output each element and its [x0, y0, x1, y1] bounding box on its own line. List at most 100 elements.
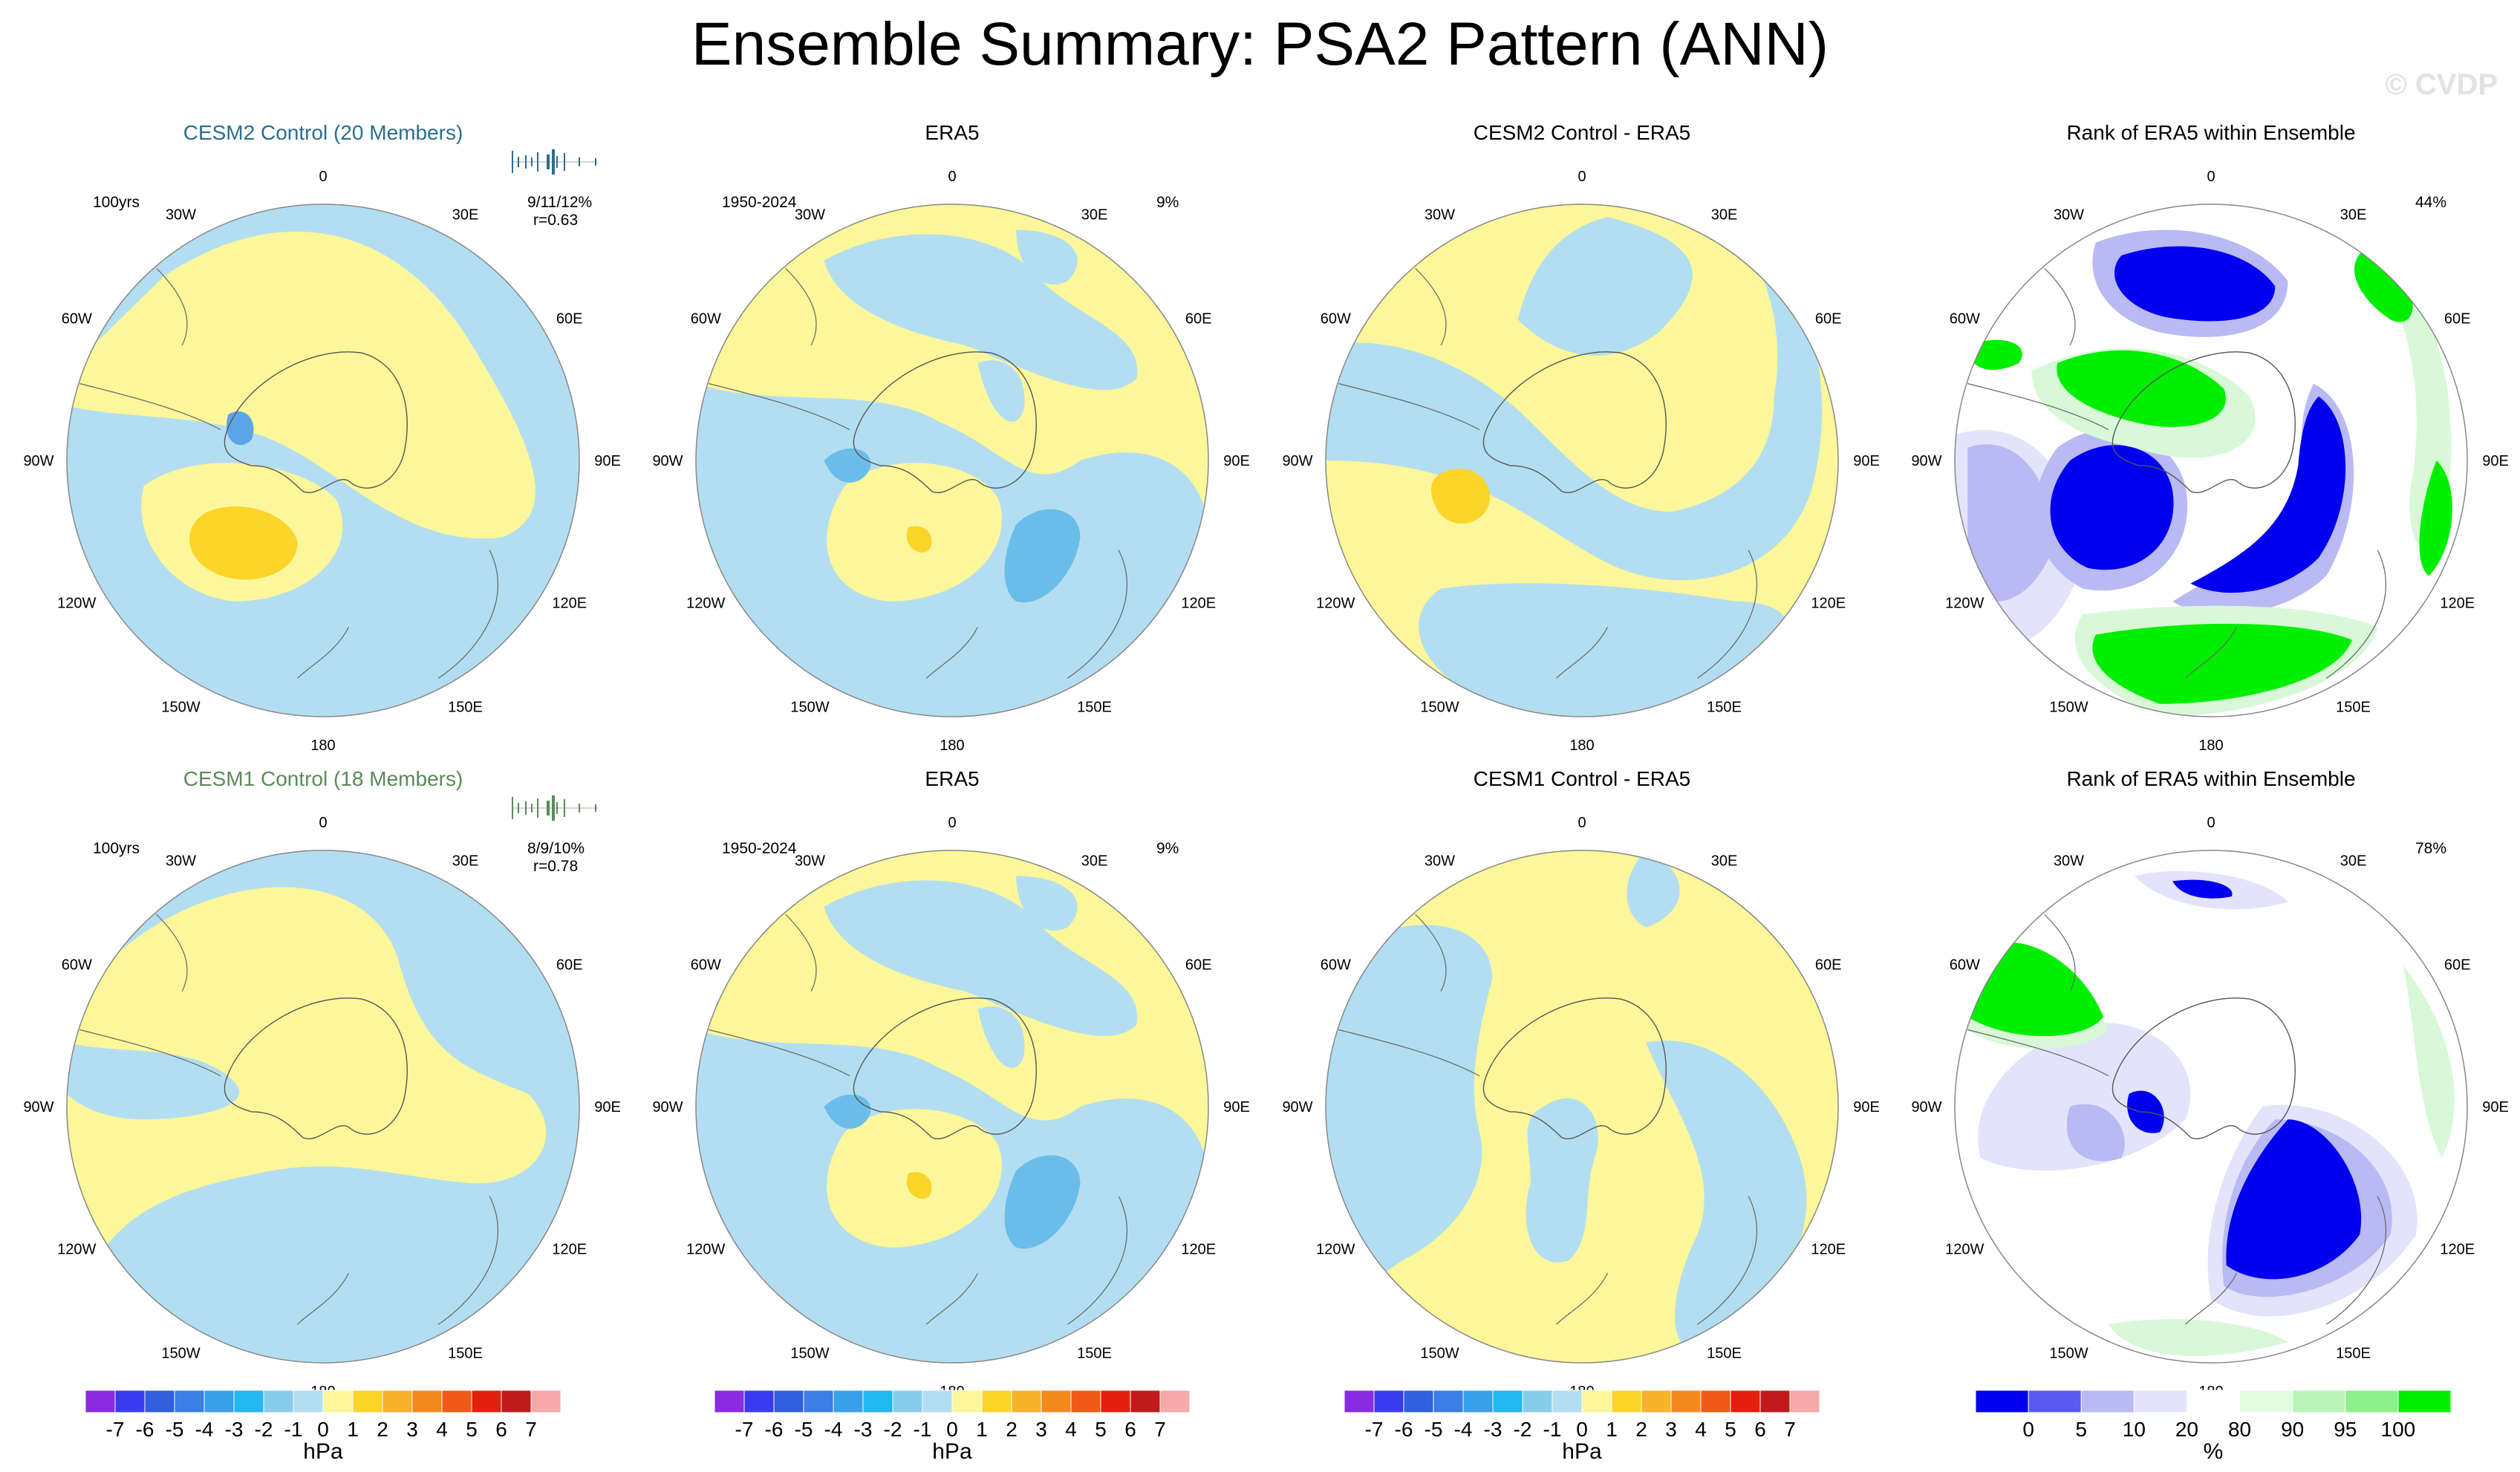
lon-label: 60W [62, 957, 92, 974]
colorbar-swatch [2397, 1390, 2452, 1413]
lon-label: 30W [2054, 853, 2084, 869]
lon-label: 60W [1321, 311, 1351, 328]
colorbar-tick: 1 [976, 1418, 988, 1441]
lon-label: 90E [1853, 453, 1880, 469]
colorbar-tick: -4 [1454, 1418, 1473, 1441]
lon-label: 0 [1578, 815, 1586, 831]
colorbar-tick: -2 [255, 1418, 273, 1441]
colorbar-tick: -5 [1425, 1418, 1443, 1441]
colorbar-tick: 95 [2334, 1418, 2357, 1441]
colorbar-tick: -6 [1395, 1418, 1413, 1441]
colorbar-tick: -7 [106, 1418, 125, 1441]
contour-region [824, 448, 871, 483]
panel-pct: 9/11/12% [527, 194, 592, 211]
colorbar-swatch [322, 1390, 354, 1413]
colorbar-tick: 0 [317, 1418, 329, 1441]
colorbar-swatch [1730, 1390, 1761, 1413]
colorbar-swatch [352, 1390, 383, 1413]
rank-region [2057, 350, 2226, 427]
colorbar-swatch [1403, 1390, 1434, 1413]
lon-label: 90E [1223, 1099, 1250, 1116]
colorbar-tick: 7 [1784, 1418, 1796, 1441]
lon-label: 30W [795, 853, 825, 869]
colorbar-unit: hPa [1562, 1439, 1602, 1464]
colorbar-tick: 4 [436, 1418, 448, 1441]
colorbar-tick: 0 [946, 1418, 958, 1441]
lon-label: 150E [448, 1346, 483, 1362]
contour-region [824, 880, 1138, 1036]
lon-label: 90W [652, 453, 683, 469]
watermark: © CVDP [2385, 68, 2498, 101]
lon-label: 120E [1181, 1242, 1216, 1258]
colorbar-swatch [441, 1390, 472, 1413]
contour-region [1326, 217, 1823, 581]
lon-label: 150W [790, 700, 829, 716]
lon-label: 60E [2444, 311, 2471, 328]
lon-label: 150W [790, 1346, 829, 1362]
panel-r2c1: 030E60E90E120E150E180150W120W90W60W30WCE… [23, 767, 620, 1400]
lon-label: 180 [940, 737, 964, 754]
colorbar-swatch [2186, 1390, 2241, 1413]
lon-label: 60E [2444, 957, 2471, 974]
map-boundary [1325, 203, 1839, 717]
lon-label: 0 [2207, 815, 2215, 831]
lon-label: 90W [1282, 1099, 1312, 1116]
lon-label: 90E [2482, 1099, 2509, 1116]
lon-label: 30E [452, 206, 479, 223]
lon-label: 120W [1945, 1242, 1984, 1258]
coastline [1967, 267, 2386, 679]
lon-label: 120E [552, 596, 587, 612]
colorbar-swatch [1041, 1390, 1072, 1413]
contour-region [1419, 583, 1790, 717]
lon-label: 90E [2482, 453, 2509, 469]
lon-label: 90E [594, 453, 621, 469]
colorbar-cb1: -7 -6 -5 -4 -3 -2 -1 0 1 2 3 4 5 6 7 hPa [85, 1390, 561, 1464]
lon-label: 90E [594, 1099, 621, 1116]
colorbar-swatch [1344, 1390, 1375, 1413]
contour-region [1016, 229, 1078, 284]
colorbar-swatch [114, 1390, 146, 1413]
colorbar-swatch [1670, 1390, 1702, 1413]
colorbar-tick: 10 [2123, 1418, 2146, 1441]
colorbar-swatch [471, 1390, 502, 1413]
colorbar-swatch [1462, 1390, 1494, 1413]
colorbar-tick: -5 [166, 1418, 184, 1441]
lon-label: 0 [319, 169, 327, 185]
colorbar-swatch [85, 1390, 116, 1413]
colorbar-tick: -2 [884, 1418, 902, 1441]
lon-label: 0 [1578, 169, 1586, 185]
colorbar-tick: 3 [1035, 1418, 1047, 1441]
coastline [709, 267, 1127, 679]
lon-label: 150E [1077, 1346, 1112, 1362]
colorbar-swatch [530, 1390, 561, 1413]
map-boundary [66, 850, 580, 1364]
colorbar-tick: 7 [525, 1418, 537, 1441]
colorbar-swatch [233, 1390, 264, 1413]
colorbar-swatch [1581, 1390, 1612, 1413]
colorbar-tick: 5 [466, 1418, 478, 1441]
panel-correlation: r=0.78 [533, 858, 578, 875]
lon-label: 60W [691, 957, 721, 974]
colorbar-tick: 2 [1006, 1418, 1018, 1441]
lon-label: 90W [1282, 453, 1312, 469]
colorbar-swatch [501, 1390, 532, 1413]
colorbar-swatch [1759, 1390, 1791, 1413]
colorbar-tick: -1 [1543, 1418, 1562, 1441]
lon-label: 30E [1081, 206, 1108, 223]
lon-label: 150E [2336, 700, 2371, 716]
colorbar-cb2: -7 -6 -5 -4 -3 -2 -1 0 1 2 3 4 5 6 7 hPa [714, 1390, 1191, 1464]
lon-label: 150W [161, 1346, 200, 1362]
map-fill [1326, 850, 1838, 1363]
colorbar-tick: -2 [1514, 1418, 1532, 1441]
colorbar-swatch [803, 1390, 834, 1413]
colorbar-tick: -3 [854, 1418, 873, 1441]
colorbar-tick: -3 [1484, 1418, 1502, 1441]
colorbar-tick: 5 [1095, 1418, 1107, 1441]
colorbar-swatch [382, 1390, 413, 1413]
coastline [709, 914, 1127, 1325]
colorbar-tick: 6 [1124, 1418, 1136, 1441]
colorbar-swatch [862, 1390, 893, 1413]
map-boundary [66, 203, 580, 717]
colorbar-tick: -6 [136, 1418, 154, 1441]
lon-label: 60W [62, 311, 92, 328]
